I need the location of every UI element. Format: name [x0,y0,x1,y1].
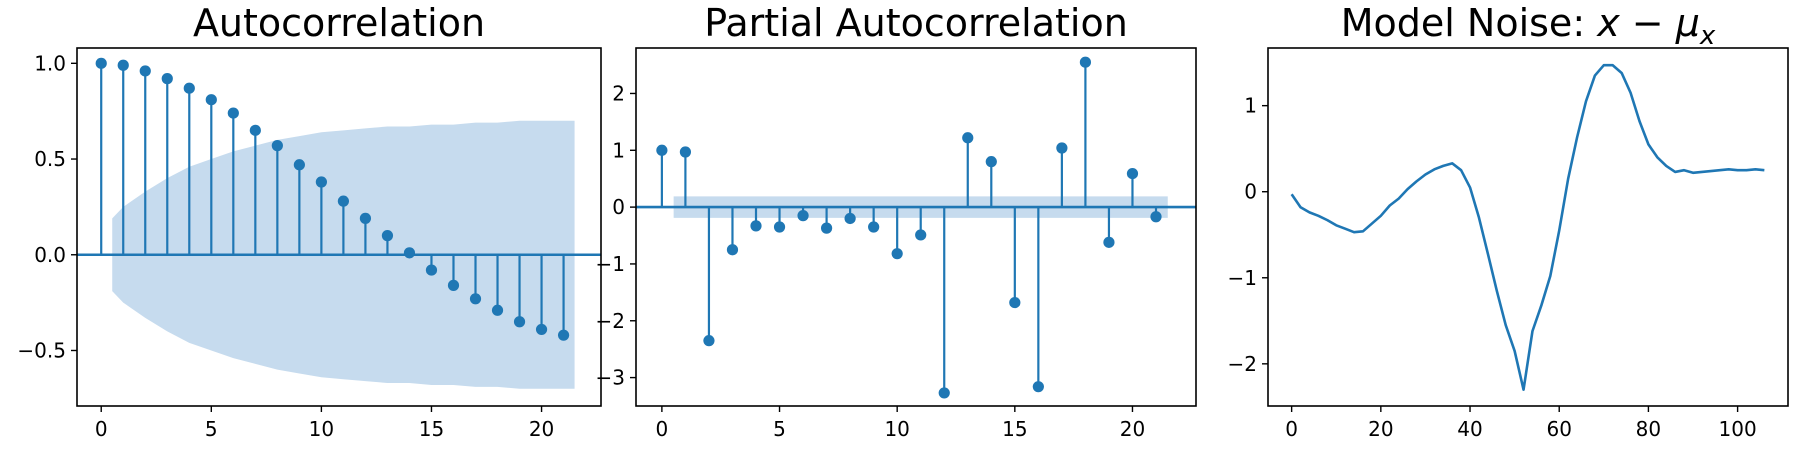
acf-marker [535,323,548,336]
pacf-ytick-label: 0 [612,195,625,219]
pacf-marker [1032,381,1044,393]
acf-marker [227,107,239,119]
noise-panel: Model Noise: x − μx 0 20 40 60 80 100 1 0 −1 −2 [1228,1,1789,441]
acf-xtick-label: 0 [95,417,108,441]
acf-xtick-label: 20 [529,417,554,441]
pacf-marker [820,222,833,234]
noise-xtick-label: 60 [1546,417,1571,441]
pacf-marker [868,221,880,233]
pacf-panel: Partial Autocorrelation 0 5 10 15 20210−1−2−… [596,1,1197,441]
acf-ytick-label: −0.5 [17,338,66,362]
pacf-marker [703,335,715,347]
pacf-xtick-label: 5 [773,417,786,441]
pacf-xtick-label: 10 [884,417,909,441]
pacf-ytick-label: −1 [596,252,625,276]
noise-title-text: Model Noise: [1341,1,1597,45]
acf-xtick-label: 10 [309,417,334,441]
acf-marker [249,124,261,136]
acf-marker [469,293,482,305]
pacf-ytick-label: 2 [612,81,625,105]
noise-title: Model Noise: x − μx [1341,1,1716,51]
acf-marker [293,159,305,171]
acf-marker [403,247,416,259]
pacf-marker [938,387,950,399]
acf-marker [95,57,107,69]
pacf-ytick-label: −2 [596,309,625,333]
acf-marker [139,65,151,77]
acf-marker [183,82,195,94]
pacf-marker [1079,56,1092,68]
noise-plot-area [1290,63,1765,391]
pacf-marker [1126,167,1139,180]
acf-marker [447,279,460,291]
acf-plot-area [77,57,601,389]
noise-ytick-label: −2 [1228,352,1257,376]
pacf-marker [1009,296,1021,309]
pacf-marker [797,210,809,222]
pacf-title: Partial Autocorrelation [704,1,1128,45]
acf-ytick-label: 1.0 [34,51,66,75]
acf-ytick-label: 0.0 [34,243,66,267]
noise-ytick-label: −1 [1228,266,1257,290]
pacf-marker [1103,236,1115,248]
acf-xtick-label: 5 [205,417,218,441]
noise-ytick-label: 0 [1244,180,1257,204]
acf-ytick-label: 0.5 [34,147,66,171]
acf-marker [117,59,129,71]
acf-marker [315,176,327,188]
acf-title: Autocorrelation [193,1,485,45]
pacf-xtick-label: 20 [1120,417,1145,441]
pacf-marker [891,248,903,260]
noise-title-subscript: x [1699,21,1716,51]
acf-marker [513,316,526,328]
acf-marker [271,140,283,152]
acf-marker [557,329,570,341]
noise-xtick-label: 0 [1285,417,1298,441]
acf-panel: Autocorrelation 0 5 10 15 20 1.0 0.5 0.0 −0.5 [17,1,602,441]
noise-axes-frame [1267,47,1789,407]
noise-xtick-label: 20 [1368,417,1393,441]
pacf-marker [962,132,974,144]
noise-xtick-label: 100 [1719,417,1757,441]
acf-marker [205,94,217,106]
pacf-marker [656,144,668,156]
acf-axes-frame [76,47,602,407]
pacf-marker [726,244,739,256]
pacf-marker [844,212,856,225]
acf-marker [491,304,504,316]
pacf-axes-frame [635,47,1197,407]
pacf-marker [985,156,997,168]
noise-title-math: x − μ [1596,1,1700,45]
acf-marker [161,73,173,85]
acf-marker [337,195,350,207]
pacf-marker [679,146,692,158]
pacf-plot-area [636,56,1196,399]
pacf-xtick-label: 0 [656,417,669,441]
pacf-xtick-label: 15 [1002,417,1027,441]
noise-ytick-label: 1 [1244,94,1257,118]
acf-xtick-label: 15 [419,417,444,441]
pacf-marker [915,229,927,241]
acf-marker [425,264,438,276]
pacf-ytick-label: −3 [596,366,625,390]
noise-xtick-label: 80 [1636,417,1661,441]
pacf-marker [773,221,786,233]
pacf-ytick-label: 1 [612,138,625,162]
pacf-marker [1150,211,1162,223]
noise-series-line [1290,63,1765,391]
acf-marker [381,230,394,242]
pacf-marker [1056,142,1068,154]
acf-marker [359,212,372,224]
pacf-marker [750,220,762,232]
noise-xtick-label: 40 [1457,417,1482,441]
